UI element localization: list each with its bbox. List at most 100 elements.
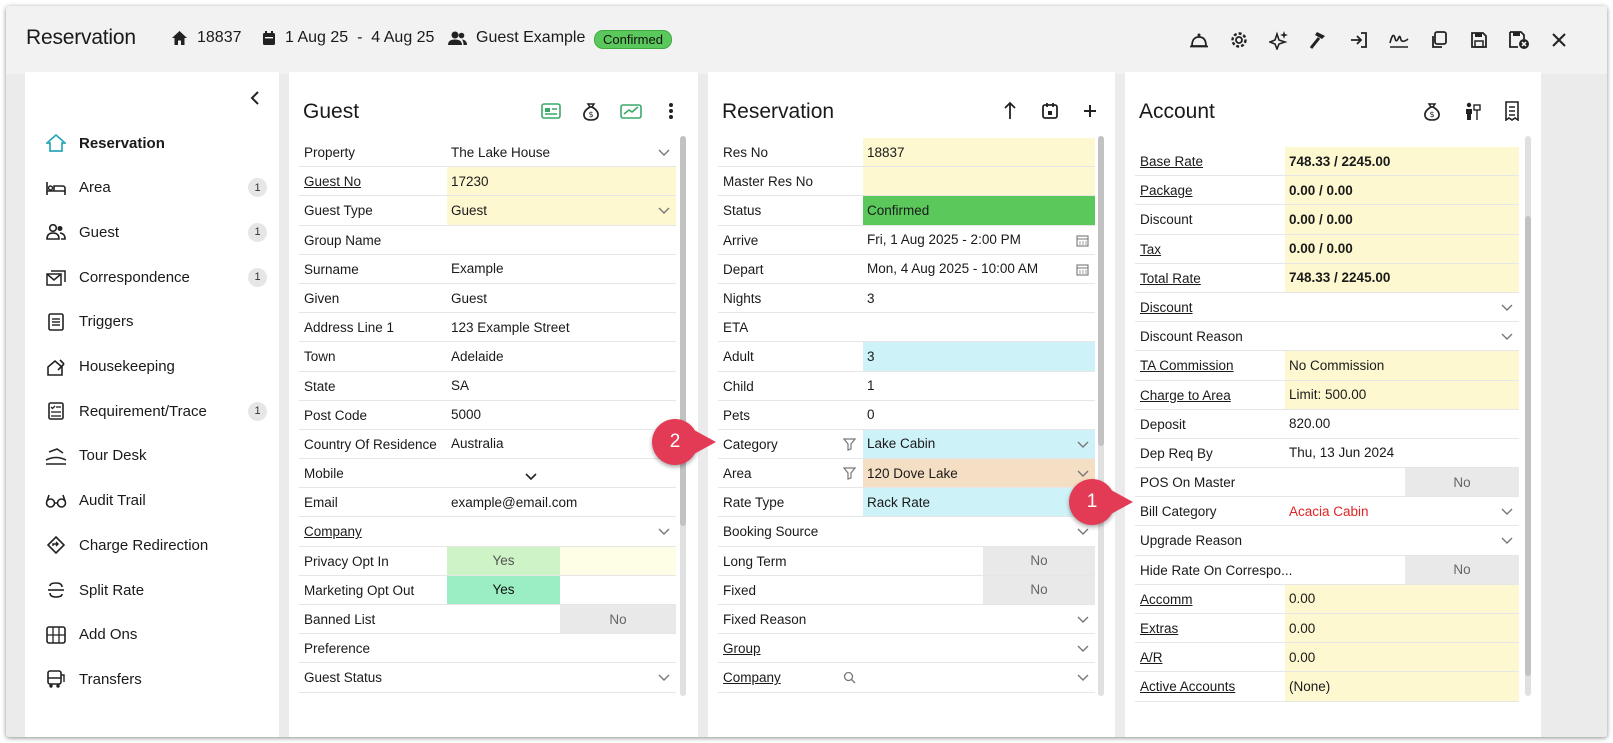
pos-on-master-toggle[interactable]: No <box>1405 468 1519 497</box>
calendar-icon[interactable] <box>1076 263 1089 279</box>
company-field[interactable] <box>863 663 1095 691</box>
guest-type-field[interactable]: Guest <box>447 196 676 225</box>
field-label[interactable]: Group <box>723 641 761 657</box>
chevron-down-icon[interactable] <box>1501 300 1513 315</box>
nights-field[interactable]: 3 <box>863 284 1095 312</box>
filter-icon[interactable] <box>842 438 857 454</box>
upload-icon[interactable] <box>997 98 1023 124</box>
reservation-scrollbar[interactable] <box>1098 136 1104 696</box>
a-r-field[interactable]: 0.00 <box>1285 643 1519 672</box>
email-field[interactable]: example@email.com <box>447 488 676 516</box>
arrive-field[interactable]: Fri, 1 Aug 2025 - 2:00 PM <box>863 226 1095 254</box>
field-label[interactable]: Charge to Area <box>1140 387 1231 403</box>
field-label[interactable]: Extras <box>1140 621 1179 636</box>
long-term-toggle[interactable]: No <box>983 546 1095 575</box>
sparkle-icon[interactable] <box>1265 26 1293 54</box>
sidebar-item-audit-trail[interactable]: Audit Trail <box>45 487 265 515</box>
given-field[interactable]: Guest <box>447 284 676 312</box>
signature-icon[interactable] <box>1385 26 1413 54</box>
banned-list-toggle[interactable]: No <box>560 605 676 634</box>
field-label[interactable]: Discount <box>1140 299 1193 315</box>
area-field[interactable]: 120 Dove Lake <box>863 459 1095 488</box>
sidebar-item-reservation[interactable]: Reservation <box>45 129 265 157</box>
post-code-field[interactable]: 5000 <box>447 401 676 429</box>
field-label[interactable]: Company <box>304 524 362 540</box>
surname-field[interactable]: Example <box>447 255 676 283</box>
chevron-down-icon[interactable] <box>658 524 670 539</box>
chevron-down-icon[interactable] <box>658 670 670 685</box>
field-label[interactable]: Company <box>723 670 781 686</box>
hide-rate-on-correspo-toggle[interactable]: No <box>1405 555 1519 584</box>
privacy-opt-in-toggle[interactable]: Yes <box>447 546 560 575</box>
booking-source-field[interactable] <box>863 517 1095 545</box>
base-rate-field[interactable]: 748.33 / 2245.00 <box>1285 147 1519 176</box>
state-field[interactable]: SA <box>447 372 676 400</box>
chevron-down-icon[interactable] <box>1077 641 1089 656</box>
sidebar-item-tour-desk[interactable]: Tour Desk <box>45 442 265 470</box>
money-bag-icon[interactable]: $ <box>578 98 604 124</box>
extras-field[interactable]: 0.00 <box>1285 614 1519 643</box>
active-accounts-field[interactable]: (None) <box>1285 672 1519 701</box>
sidebar-item-split-rate[interactable]: Split Rate <box>45 576 265 604</box>
master-res-no-field[interactable] <box>863 167 1095 196</box>
chevron-down-icon[interactable] <box>1077 437 1089 452</box>
sign-in-icon[interactable] <box>1345 26 1373 54</box>
deposit-field[interactable]: 820.00 <box>1285 410 1519 438</box>
field-label[interactable]: TA Commission <box>1140 358 1234 374</box>
chevron-down-icon[interactable] <box>1077 670 1089 685</box>
guest-status-field[interactable] <box>447 663 676 691</box>
package-field[interactable]: 0.00 / 0.00 <box>1285 176 1519 205</box>
sidebar-item-add-ons[interactable]: Add Ons <box>45 621 265 649</box>
fixed-toggle[interactable]: No <box>983 575 1095 604</box>
company-field[interactable] <box>447 517 676 545</box>
mobile-input[interactable] <box>447 459 676 487</box>
category-field[interactable]: Lake Cabin <box>863 429 1095 459</box>
chevron-left-icon[interactable] <box>249 90 261 111</box>
more-vertical-icon[interactable] <box>658 98 684 124</box>
receipt-icon[interactable] <box>1499 98 1525 124</box>
rate-type-field[interactable]: Rack Rate <box>863 488 1095 517</box>
res-no-field[interactable]: 18837 <box>863 138 1095 167</box>
field-label[interactable]: Total Rate <box>1140 270 1201 286</box>
property-field[interactable]: The Lake House <box>447 138 676 166</box>
field-label[interactable]: A/R <box>1140 650 1163 666</box>
money-bag-icon[interactable]: $ <box>1419 98 1445 124</box>
address-line-1-field[interactable]: 123 Example Street <box>447 313 676 341</box>
field-label[interactable]: Accomm <box>1140 591 1193 607</box>
marketing-opt-out-toggle[interactable]: Yes <box>447 575 560 604</box>
discount-field[interactable]: 0.00 / 0.00 <box>1285 205 1519 234</box>
bill-category-field[interactable]: Acacia Cabin <box>1285 497 1519 525</box>
sidebar-item-guest[interactable]: Guest 1 <box>45 218 267 246</box>
filter-icon[interactable] <box>842 467 857 483</box>
group-name-field[interactable] <box>447 226 676 254</box>
chevron-down-icon[interactable] <box>1501 533 1513 548</box>
bell-icon[interactable] <box>1185 26 1213 54</box>
chevron-down-icon[interactable] <box>1501 504 1513 519</box>
field-label[interactable]: Active Accounts <box>1140 679 1236 695</box>
chart-card-icon[interactable] <box>618 98 644 124</box>
adult-field[interactable]: 3 <box>863 342 1095 371</box>
group-field[interactable] <box>863 634 1095 662</box>
preference-field[interactable] <box>447 634 676 662</box>
sidebar-item-transfers[interactable]: Transfers <box>45 665 265 693</box>
dep-req-by-field[interactable]: Thu, 13 Jun 2024 <box>1285 439 1519 467</box>
chevron-down-icon[interactable] <box>1077 524 1089 539</box>
guest-no-field[interactable]: 17230 <box>447 167 676 196</box>
gear-icon[interactable] <box>1225 26 1253 54</box>
upgrade-reason-field[interactable] <box>1285 526 1519 554</box>
field-label[interactable]: Guest No <box>304 174 362 190</box>
chevron-down-icon[interactable] <box>1501 329 1513 344</box>
chevron-down-icon[interactable] <box>1077 612 1089 627</box>
town-field[interactable]: Adelaide <box>447 342 676 370</box>
accomm-field[interactable]: 0.00 <box>1285 584 1519 613</box>
ta-commission-field[interactable]: No Commission <box>1285 351 1519 380</box>
child-field[interactable]: 1 <box>863 372 1095 400</box>
status-field[interactable]: Confirmed <box>863 196 1095 225</box>
sidebar-item-correspondence[interactable]: Correspondence 1 <box>45 263 267 291</box>
eta-field[interactable] <box>863 313 1095 341</box>
close-icon[interactable] <box>1545 26 1573 54</box>
discount-reason-field[interactable] <box>1285 322 1519 350</box>
field-label[interactable]: Tax <box>1140 241 1162 257</box>
field-label[interactable]: Base Rate <box>1140 154 1204 169</box>
depart-field[interactable]: Mon, 4 Aug 2025 - 10:00 AM <box>863 255 1095 283</box>
